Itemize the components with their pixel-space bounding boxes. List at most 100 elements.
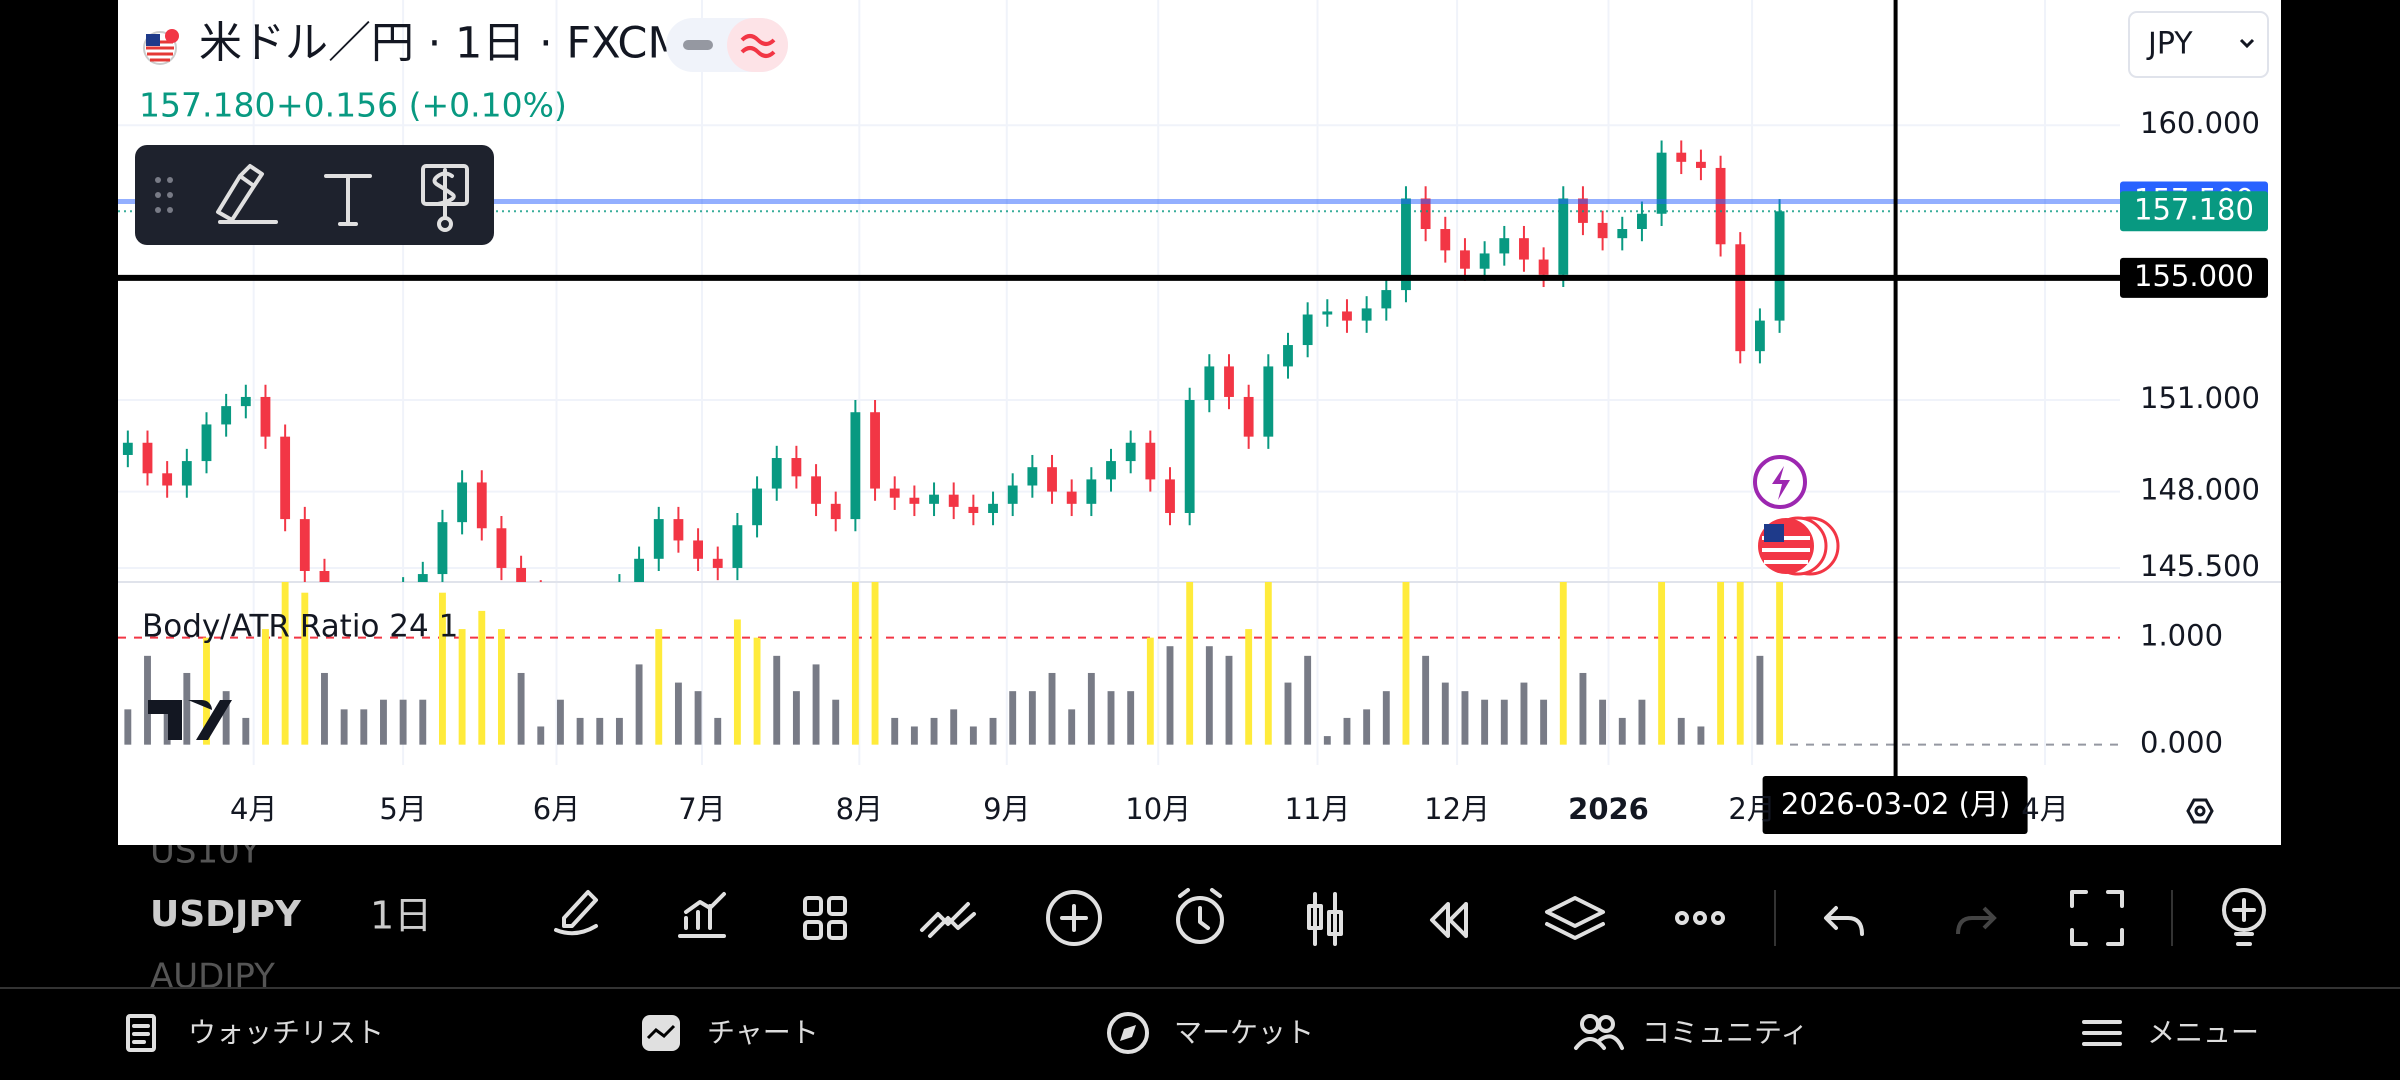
bottom-nav <box>0 987 2400 1080</box>
indicator-bar <box>1245 629 1253 745</box>
indicator-bar <box>615 717 623 745</box>
indicator-bar <box>1028 691 1036 745</box>
indicator-bar <box>1205 646 1213 745</box>
indicator-bar <box>1402 582 1410 745</box>
x-tick-label: 2026 <box>1568 792 1649 826</box>
candle-body <box>771 458 782 489</box>
indicator-bar <box>596 717 604 745</box>
indicator-bar <box>1736 582 1744 745</box>
nav-item[interactable]: メニュー <box>2147 1016 2259 1049</box>
indicator-bar <box>1500 699 1508 745</box>
brush-tool[interactable] <box>216 164 278 224</box>
indicator-bar <box>556 699 564 745</box>
nav-item[interactable]: コミュニティ <box>1642 1016 1808 1049</box>
candle-body <box>1224 366 1234 397</box>
candle-body <box>791 458 802 477</box>
symbol-current[interactable]: USDJPY <box>150 894 302 935</box>
price-change: +0.156 (+0.10%) <box>276 86 567 125</box>
candle-body <box>280 436 291 520</box>
candle-body <box>162 473 173 486</box>
candle-body <box>1519 238 1529 260</box>
indicator-bar <box>1323 736 1331 745</box>
indicator-bar <box>1284 682 1292 745</box>
candle-body <box>1715 167 1726 245</box>
indicator-bar <box>1048 672 1056 745</box>
indicator-bar <box>458 629 466 745</box>
candle-body <box>299 519 310 572</box>
indicator-bar <box>1677 717 1685 745</box>
candle-body <box>1047 467 1057 492</box>
x-tick-label: 10月 <box>1125 792 1191 826</box>
nav-item[interactable]: ウォッチリスト <box>188 1016 384 1049</box>
x-tick-label: 7月 <box>678 792 725 826</box>
candle-body <box>1420 198 1431 230</box>
price-tag <box>2120 191 2268 232</box>
symbol-item[interactable]: US10Y <box>150 832 261 872</box>
candle-body <box>1696 161 1706 168</box>
symbol-item[interactable]: AUDJPY <box>150 957 275 997</box>
indicator-bar <box>360 709 368 745</box>
nav-item[interactable]: チャート <box>707 1016 819 1049</box>
toolbar-icons[interactable] <box>554 888 2266 946</box>
candle-body <box>1302 314 1313 346</box>
candle-body <box>909 497 920 504</box>
candle-body <box>1283 345 1293 367</box>
indicator-bar <box>1638 699 1646 745</box>
candle-body <box>181 461 192 486</box>
indicator-bar <box>1599 699 1607 745</box>
y-tick-label: 151.000 <box>2140 381 2260 415</box>
candle-body <box>1086 479 1097 504</box>
candle-body <box>1774 211 1785 321</box>
candle-body <box>142 442 153 474</box>
price-pane <box>122 140 1785 582</box>
indicator-bar <box>478 610 486 745</box>
event-icons[interactable] <box>1753 455 1840 576</box>
indicator-bar <box>1087 672 1095 745</box>
nav-item[interactable]: マーケット <box>1174 1016 1314 1049</box>
candle-body <box>457 482 468 523</box>
candle-body <box>653 519 664 559</box>
indicator-bar <box>1422 655 1430 745</box>
y-tick-label: 145.500 <box>2140 549 2260 583</box>
text-tool[interactable] <box>324 174 372 226</box>
candle-body <box>693 540 703 559</box>
crosshair-price-label: 155.000 <box>2134 259 2254 293</box>
indicator-bar <box>950 709 958 745</box>
indicator-bar <box>792 691 800 745</box>
candle-body <box>201 424 212 462</box>
indicator-bar <box>891 717 899 745</box>
indicator-bar <box>1717 582 1725 745</box>
indicator-bar <box>1540 699 1548 745</box>
indicator-bar <box>1225 655 1233 745</box>
indicator-bar <box>714 717 722 745</box>
indicator-bar <box>851 582 859 745</box>
candle-body <box>1499 238 1510 254</box>
candle-body <box>850 412 861 520</box>
currency-label: JPY <box>2146 27 2193 62</box>
candle-body <box>929 494 939 504</box>
interval[interactable]: 1日 <box>370 894 432 938</box>
symbol-title: 米ドル／円 · 1日 · FXCM <box>199 19 685 69</box>
candle-body <box>1007 485 1018 504</box>
indicator-bar <box>144 655 151 745</box>
currency-dropdown[interactable] <box>2128 11 2269 78</box>
indicator-bar <box>380 699 387 745</box>
candle-body <box>476 482 487 529</box>
x-tick-label: 8月 <box>836 792 883 826</box>
candle-body <box>1558 198 1569 275</box>
candle-body <box>1263 366 1274 437</box>
indicator-bar <box>576 717 584 745</box>
indicator-tick-label: 0.000 <box>2140 726 2223 760</box>
candle-body <box>1106 461 1116 480</box>
candle-body <box>1361 308 1372 321</box>
candle-body <box>1243 396 1254 437</box>
candle-body <box>948 494 959 507</box>
candle-body <box>417 574 428 582</box>
axis-settings[interactable] <box>2186 798 2214 824</box>
x-tick-label: 4月 <box>230 792 277 826</box>
candle-body <box>830 503 841 520</box>
candle-body <box>1066 491 1077 504</box>
indicator-bar <box>517 672 525 745</box>
